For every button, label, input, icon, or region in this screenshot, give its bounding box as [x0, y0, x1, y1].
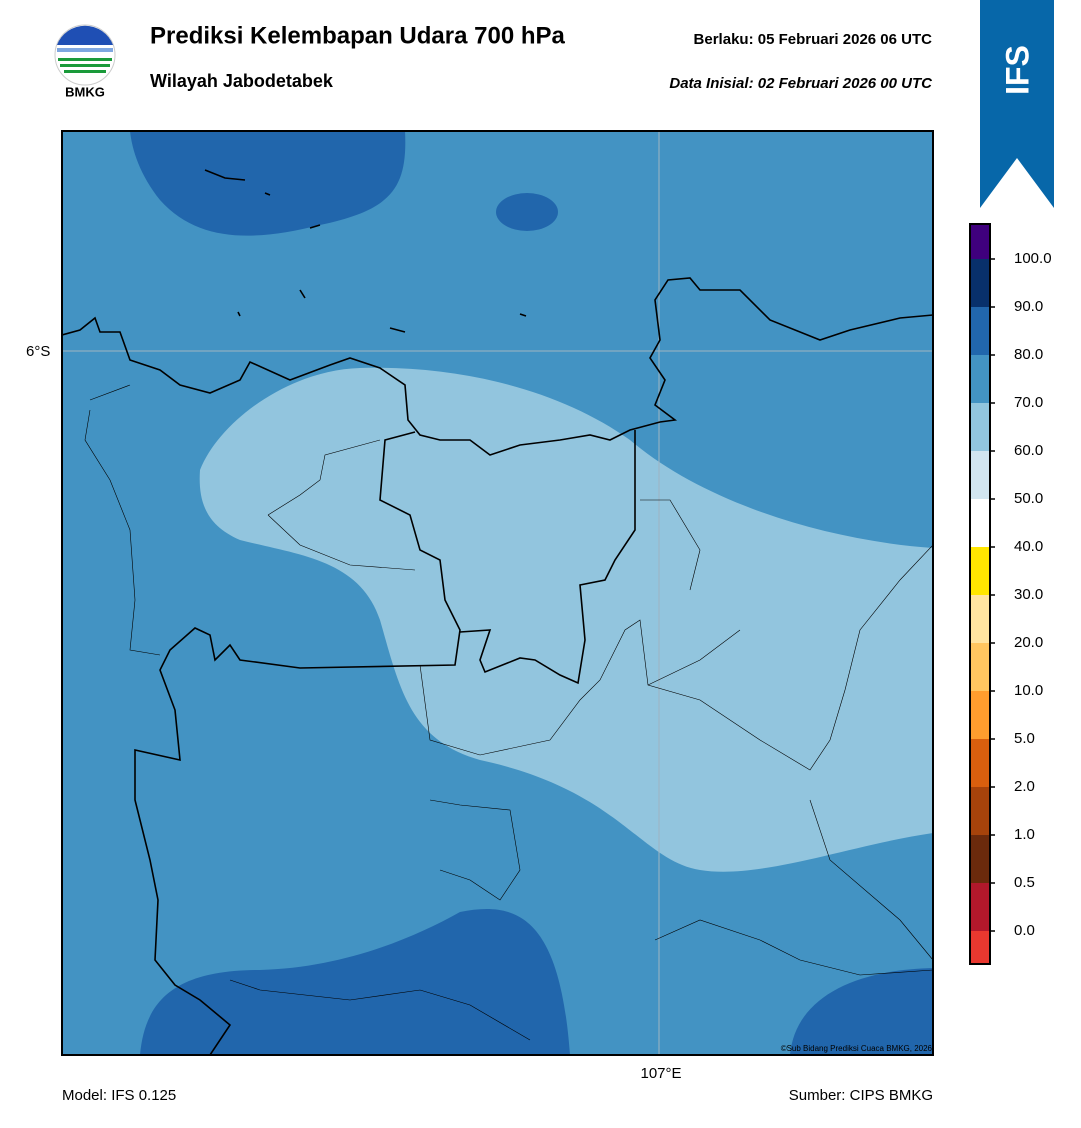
colorbar-label: 40.0 [1014, 538, 1043, 555]
colorbar-swatch [970, 835, 990, 883]
subtitle: Wilayah Jabodetabek [150, 71, 334, 91]
footer-model: Model: IFS 0.125 [62, 1087, 176, 1104]
colorbar-swatch [970, 307, 990, 355]
colorbar-swatch [970, 595, 990, 643]
colorbar-swatch [970, 931, 990, 964]
colorbar-label: 0.5 [1014, 874, 1035, 891]
colorbar-swatch [970, 547, 990, 595]
logo-text: BMKG [65, 84, 105, 99]
colorbar-label: 100.0 [1014, 250, 1052, 267]
banner-text: IFS [999, 45, 1035, 95]
valid-time: Berlaku: 05 Februari 2026 06 UTC [694, 31, 933, 48]
map-frame [61, 130, 934, 1056]
colorbar-label: 80.0 [1014, 346, 1043, 363]
colorbar-label: 50.0 [1014, 490, 1043, 507]
colorbar-swatch [970, 403, 990, 451]
colorbar-label: 1.0 [1014, 826, 1035, 843]
colorbar-swatch [970, 691, 990, 739]
colorbar-label: 2.0 [1014, 778, 1035, 795]
colorbar-label: 70.0 [1014, 394, 1043, 411]
colorbar-label: 20.0 [1014, 634, 1043, 651]
colorbar-label: 10.0 [1014, 682, 1043, 699]
colorbar-frame [969, 223, 991, 965]
title: Prediksi Kelembapan Udara 700 hPa [150, 22, 566, 49]
colorbar-swatch [970, 499, 990, 547]
lon-label: 107°E [640, 1065, 681, 1082]
model-banner [980, 0, 1054, 208]
colorbar-label: 5.0 [1014, 730, 1035, 747]
credit: ©Sub Bidang Prediksi Cuaca BMKG, 2026 [781, 1044, 933, 1053]
lat-label: 6°S [26, 343, 50, 360]
colorbar-label: 90.0 [1014, 298, 1043, 315]
colorbar-swatch [970, 643, 990, 691]
colorbar-label: 30.0 [1014, 586, 1043, 603]
init-time: Data Inisial: 02 Februari 2026 00 UTC [669, 75, 933, 92]
colorbar-swatch [970, 787, 990, 835]
colorbar-swatch [970, 451, 990, 499]
colorbar-swatch [970, 224, 990, 259]
colorbar-swatch [970, 259, 990, 307]
logo: BMKG [54, 24, 116, 99]
colorbar-label: 60.0 [1014, 442, 1043, 459]
colorbar: 100.0 90.0 80.0 70.0 60.0 50.0 40.0 30.0 20.0 10.… [969, 223, 1052, 965]
colorbar-swatch [970, 739, 990, 787]
colorbar-label: 0.0 [1014, 922, 1035, 939]
map: ©Sub Bidang Prediksi Cuaca BMKG, 2026 [62, 131, 933, 1055]
colorbar-swatch [970, 883, 990, 931]
colorbar-swatch [970, 355, 990, 403]
footer-source: Sumber: CIPS BMKG [789, 1087, 933, 1104]
